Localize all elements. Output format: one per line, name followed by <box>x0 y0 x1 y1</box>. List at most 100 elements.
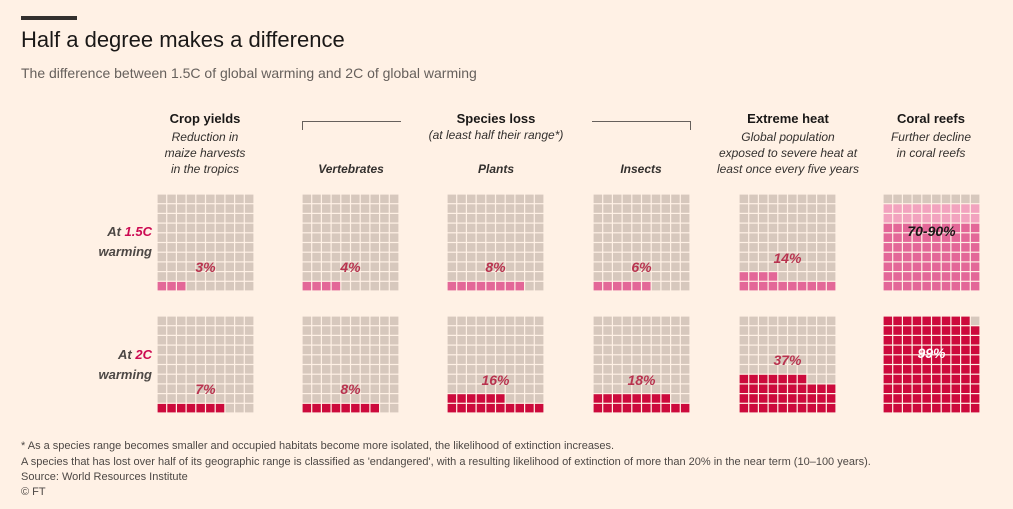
waffle-cell <box>961 262 970 271</box>
waffle-cell <box>680 316 690 326</box>
waffle-cell <box>603 374 612 384</box>
waffle-cell <box>312 243 321 252</box>
waffle-cell <box>739 262 749 271</box>
waffle-cell <box>351 316 360 326</box>
waffle-cell <box>389 281 399 291</box>
waffle-cell <box>196 223 205 233</box>
waffle-cell <box>778 204 787 213</box>
waffle-cell <box>515 194 524 204</box>
waffle-cell <box>302 262 312 271</box>
waffle-cell <box>883 194 893 204</box>
waffle-cell <box>351 326 360 335</box>
waffle-cell <box>322 252 331 262</box>
waffle-cell <box>225 194 234 204</box>
waffle-cell <box>739 403 749 413</box>
waffle-cell <box>370 214 379 223</box>
waffle-cell <box>225 345 234 355</box>
waffle-cell <box>186 365 196 374</box>
waffle-cell <box>912 316 922 326</box>
waffle-cell <box>768 336 778 345</box>
waffle-cell <box>797 403 807 413</box>
waffle-cell <box>505 316 515 326</box>
waffle-cell <box>157 252 167 262</box>
waffle-insects-2c <box>593 316 690 413</box>
waffle-cell <box>922 204 931 213</box>
waffle-cell <box>206 355 215 364</box>
waffle-cell <box>486 403 495 413</box>
waffle-cell <box>225 384 234 393</box>
waffle-cell <box>215 403 225 413</box>
waffle-cell <box>632 214 641 223</box>
waffle-cell <box>797 281 807 291</box>
waffle-cell <box>360 233 370 242</box>
waffle-cell <box>922 403 931 413</box>
waffle-cell <box>302 272 312 281</box>
waffle-cell <box>244 281 254 291</box>
waffle-cell <box>302 204 312 213</box>
waffle-cell <box>457 326 466 335</box>
waffle-cell <box>302 326 312 335</box>
waffle-cell <box>496 384 505 393</box>
waffle-cell <box>642 252 651 262</box>
waffle-cell <box>768 374 778 384</box>
waffle-cell <box>642 345 651 355</box>
waffle-cell <box>622 281 632 291</box>
waffle-cell <box>970 365 980 374</box>
waffle-cell <box>380 336 389 345</box>
waffle-cell <box>476 365 486 374</box>
waffle-cell <box>739 326 749 335</box>
waffle-cell <box>817 214 826 223</box>
waffle-cell <box>603 272 612 281</box>
waffle-cell <box>177 345 186 355</box>
row-label-prefix: At <box>118 347 132 362</box>
waffle-cell <box>215 194 225 204</box>
waffle-cell <box>389 194 399 204</box>
waffle-cell <box>768 233 778 242</box>
waffle-cell <box>235 394 244 403</box>
waffle-cell <box>196 204 205 213</box>
waffle-cell <box>922 223 931 233</box>
waffle-cell <box>486 233 495 242</box>
waffle-cell <box>759 204 768 213</box>
waffle-cell <box>951 243 960 252</box>
waffle-cell <box>797 233 807 242</box>
waffle-cell <box>157 336 167 345</box>
waffle-cell <box>389 336 399 345</box>
waffle-cell <box>883 262 893 271</box>
waffle-cell <box>370 384 379 393</box>
waffle-cell <box>505 243 515 252</box>
waffle-cell <box>883 272 893 281</box>
waffle-cell <box>206 233 215 242</box>
waffle-cell <box>970 243 980 252</box>
waffle-cell <box>883 233 893 242</box>
waffle-cell <box>322 374 331 384</box>
waffle-cell <box>912 336 922 345</box>
waffle-cell <box>244 316 254 326</box>
waffle-cell <box>632 272 641 281</box>
waffle-cell <box>826 281 836 291</box>
waffle-cell <box>235 365 244 374</box>
waffle-cell <box>534 223 544 233</box>
waffle-cell <box>622 365 632 374</box>
waffle-cell <box>622 204 632 213</box>
waffle-cell <box>883 345 893 355</box>
col-header-extreme-heat: Extreme heat Global population exposed t… <box>708 111 868 177</box>
waffle-cell <box>370 194 379 204</box>
waffle-cell <box>370 281 379 291</box>
waffle-cell <box>922 262 931 271</box>
waffle-cell <box>651 243 661 252</box>
waffle-cell <box>467 281 476 291</box>
waffle-cell <box>244 262 254 271</box>
waffle-cell <box>680 262 690 271</box>
waffle-cell <box>351 355 360 364</box>
waffle-cell <box>661 345 670 355</box>
waffle-cell <box>797 365 807 374</box>
species-note: (at least half their range*) <box>428 128 564 142</box>
pct-label-coral-reefs-1-5c: 70-90% <box>907 223 956 239</box>
waffle-cell <box>235 374 244 384</box>
waffle-cell <box>817 345 826 355</box>
waffle-cell <box>680 355 690 364</box>
waffle-cell <box>826 345 836 355</box>
chart-subtitle: The difference between 1.5C of global wa… <box>21 65 477 81</box>
waffle-cell <box>186 374 196 384</box>
